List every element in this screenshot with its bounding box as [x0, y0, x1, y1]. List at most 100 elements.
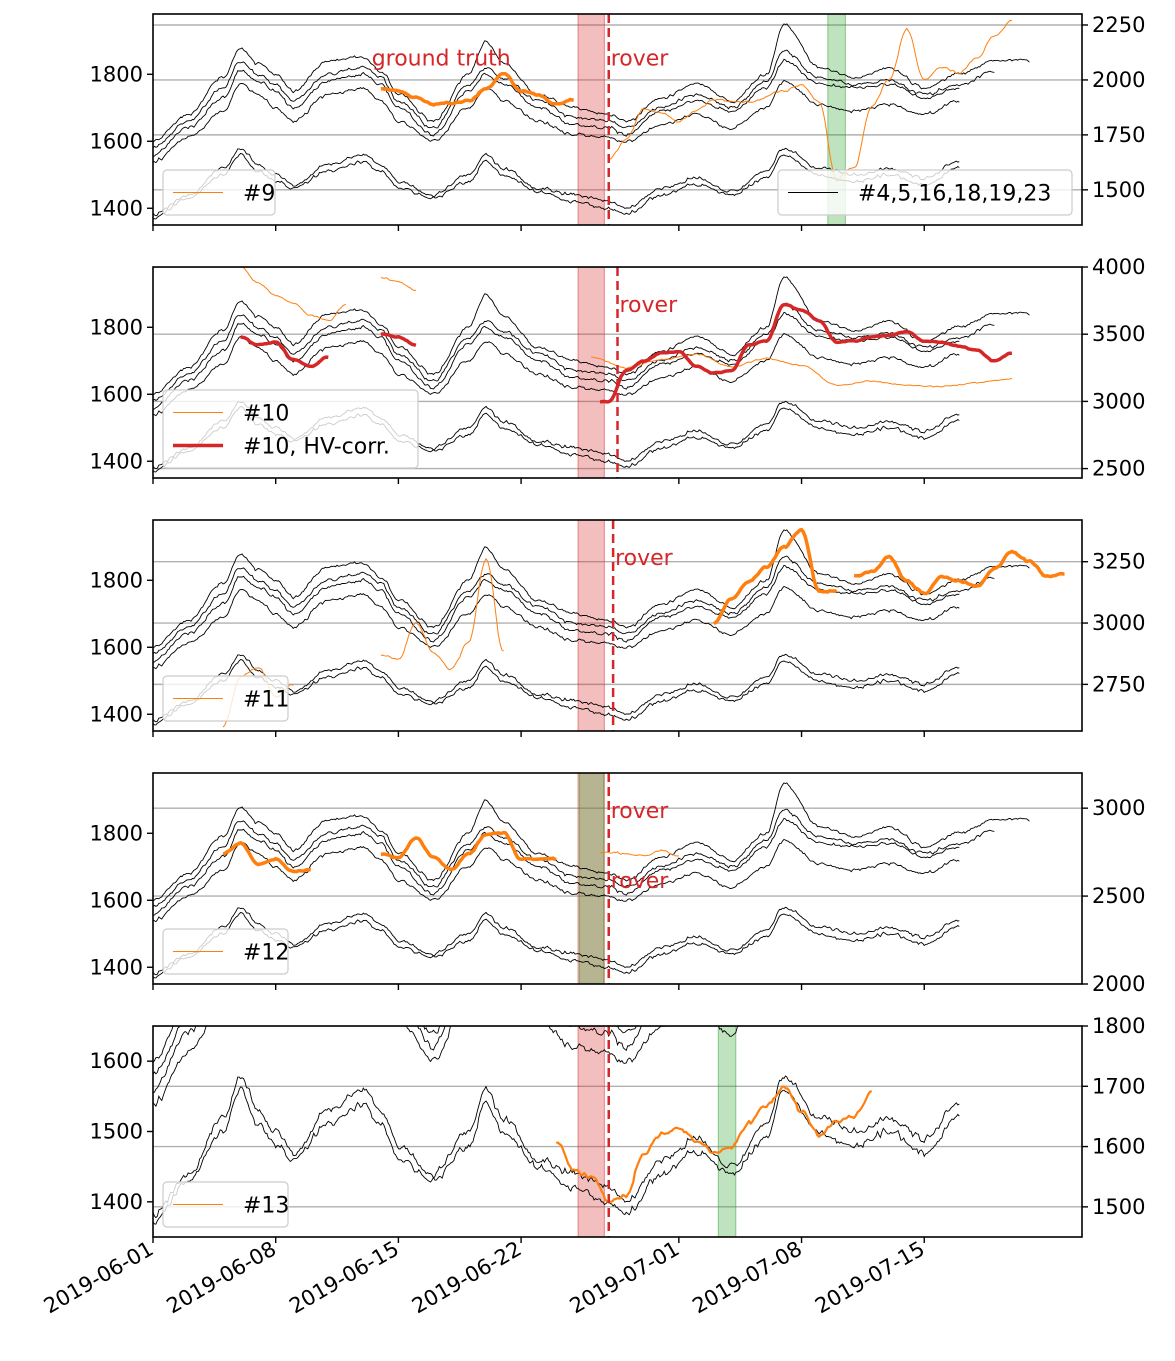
annotation-label: rover	[611, 799, 670, 824]
right-tick-label: 3250	[1092, 550, 1145, 574]
legend-box	[162, 675, 289, 722]
reference-series-line	[153, 782, 1030, 902]
series-line	[380, 332, 417, 347]
series-line	[222, 840, 311, 874]
reference-series-line	[153, 1026, 740, 1108]
left-tick-label: 1600	[90, 129, 143, 153]
left-tick-label: 1400	[90, 955, 143, 979]
left-tick-label: 1500	[90, 1120, 143, 1144]
panel-2: rover 1400 1600 1800 2500 3000 3500 4000 #10 #10,…	[90, 255, 1145, 484]
plot-area	[153, 1026, 1082, 1237]
x-tick-label: 2019-06-15	[285, 1237, 403, 1319]
x-tick-label: 2019-06-22	[408, 1237, 526, 1319]
series-line	[608, 19, 1013, 180]
series-line	[240, 335, 329, 369]
legend: #11	[162, 675, 289, 722]
legend-box	[777, 169, 1073, 216]
right-tick-label: 1700	[1092, 1074, 1145, 1098]
axes-frame	[152, 266, 1083, 479]
plot-area	[153, 773, 1082, 984]
series-line	[712, 527, 838, 626]
right-tick-label: 2250	[1092, 13, 1145, 37]
right-tick-label: 3000	[1092, 796, 1145, 820]
legend: #12	[162, 928, 289, 975]
reference-series-line	[153, 1086, 960, 1225]
legend-label: #13	[243, 1194, 289, 1219]
reference-series-line	[153, 817, 960, 916]
reference-series-line	[153, 332, 960, 417]
legend-label: #9	[243, 182, 275, 207]
panel-4: rover rover 1400 1600 1800 2000 2500 3000 #12	[90, 772, 1145, 996]
reference-series-line	[153, 1075, 960, 1219]
right-tick-label: 2000	[1092, 68, 1145, 92]
axes-frame	[152, 519, 1083, 732]
series-line	[853, 549, 1065, 596]
plot-area	[153, 520, 1082, 731]
reference-series-line	[153, 808, 995, 907]
right-tick-label: 3500	[1092, 322, 1145, 346]
reference-series-line	[153, 49, 995, 148]
reference-series-line	[153, 23, 1030, 143]
left-tick-label: 1400	[90, 702, 143, 726]
right-tick-label: 1750	[1092, 123, 1145, 147]
right-tick-label: 1800	[1092, 1014, 1145, 1038]
reference-series-line	[153, 58, 960, 157]
panel-3: rover 1400 1600 1800 2750 3000 3250 #11	[90, 519, 1145, 737]
left-tick-label: 1600	[90, 888, 143, 912]
right-tick-label: 3000	[1092, 611, 1145, 635]
right-tick-label: 4000	[1092, 255, 1145, 279]
legend: #10 #10, HV-corr.	[162, 389, 419, 469]
reference-series-line	[153, 529, 1030, 649]
legend-box	[162, 1181, 289, 1228]
reference-series-line	[153, 302, 995, 401]
panel-1: ground truth rover 1400 1600 1800 1500 1750 200…	[90, 13, 1145, 231]
left-tick-label: 1800	[90, 315, 143, 339]
axes-frame	[152, 772, 1083, 985]
legend: #9	[162, 169, 276, 216]
annotation-label: ground truth	[372, 47, 511, 72]
series-line	[599, 302, 1012, 404]
left-tick-label: 1600	[90, 635, 143, 659]
legend: #13	[162, 1181, 289, 1228]
green-band	[717, 1026, 737, 1237]
right-tick-label: 1600	[1092, 1135, 1145, 1159]
left-tick-label: 1600	[90, 382, 143, 406]
left-tick-label: 1800	[90, 568, 143, 592]
annotation-label: rover	[611, 869, 670, 894]
right-tick-label: 2000	[1092, 972, 1145, 996]
annotation-label: rover	[611, 47, 670, 72]
ground-truth-band	[577, 1026, 605, 1237]
x-tick-label: 2019-07-08	[688, 1237, 806, 1319]
x-tick-label: 2019-07-01	[566, 1237, 684, 1319]
axes-frame	[152, 13, 1083, 226]
series-line	[380, 830, 557, 872]
x-tick-label: 2019-06-01	[40, 1237, 158, 1319]
plot-area	[153, 14, 1082, 225]
left-tick-label: 1400	[90, 449, 143, 473]
legend-label: #4,5,16,18,19,23	[858, 182, 1051, 207]
series-line	[380, 558, 504, 671]
plot-area	[153, 267, 1082, 478]
left-tick-label: 1400	[90, 196, 143, 220]
left-tick-label: 1600	[90, 1049, 143, 1073]
series-line	[380, 72, 574, 107]
legend-label: #10, HV-corr.	[243, 435, 390, 460]
x-tick-label: 2019-07-15	[811, 1237, 929, 1319]
reference-series-line	[153, 585, 960, 670]
left-tick-label: 1800	[90, 821, 143, 845]
series-line	[380, 277, 417, 291]
annotation-label: rover	[620, 293, 679, 318]
right-tick-label: 2500	[1092, 457, 1145, 481]
series-line	[240, 267, 346, 322]
right-tick-label: 3000	[1092, 389, 1145, 413]
reference-series-line	[153, 79, 960, 164]
right-tick-label: 1500	[1092, 178, 1145, 202]
legend: #4,5,16,18,19,23	[777, 169, 1073, 216]
series-line	[599, 849, 679, 857]
reference-series-line	[153, 1026, 642, 1094]
reference-series-line	[153, 838, 960, 923]
reference-series-line	[153, 555, 995, 654]
series-line	[591, 353, 1013, 388]
axes-frame	[152, 1025, 1083, 1238]
left-tick-label: 1800	[90, 62, 143, 86]
